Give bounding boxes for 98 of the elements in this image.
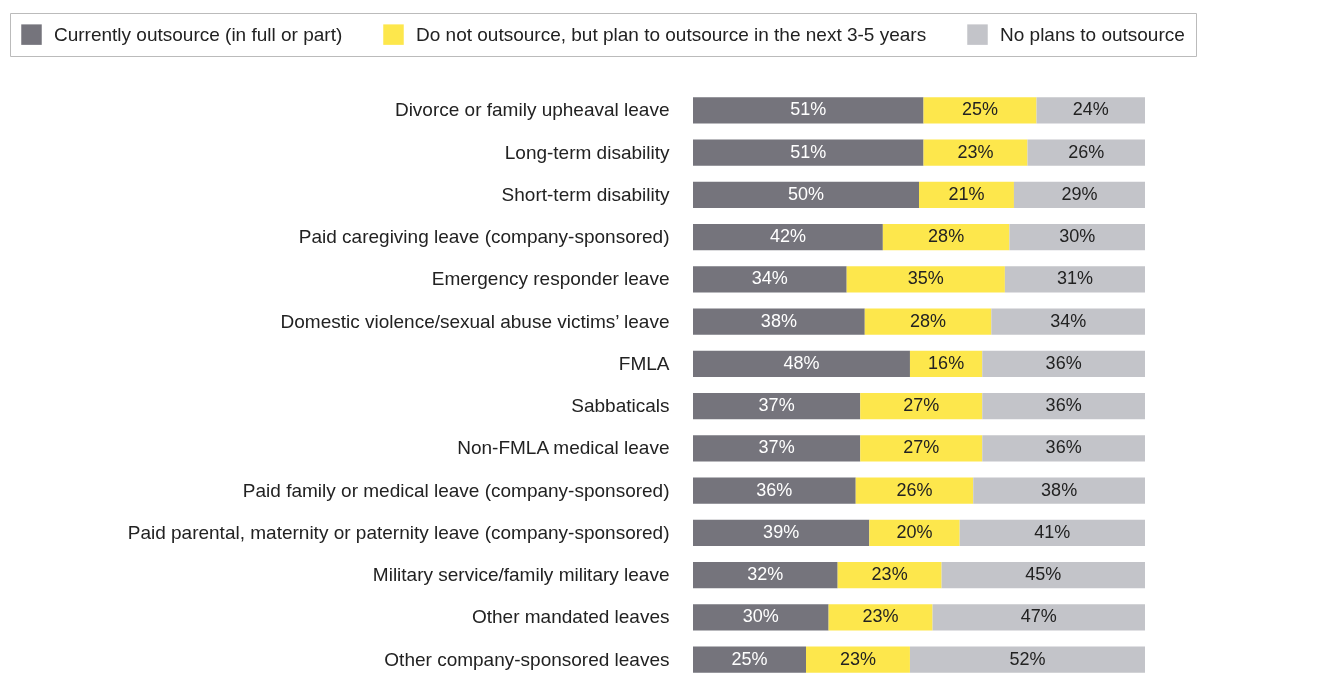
- bar: [991, 308, 1145, 335]
- data-label: 30%: [1059, 226, 1096, 247]
- bar: [882, 224, 1010, 251]
- data-label: 26%: [896, 479, 933, 500]
- y-tick-label: Divorce or family upheaval leave: [394, 99, 670, 121]
- y-tick-label: Other mandated leaves: [471, 606, 670, 628]
- bar: [932, 604, 1145, 631]
- bar: [923, 139, 1028, 166]
- y-tick-label: Sabbaticals: [571, 395, 670, 417]
- bar: [919, 181, 1014, 208]
- data-label: 23%: [862, 606, 899, 627]
- bar: [864, 308, 992, 335]
- bar: [693, 435, 861, 462]
- y-tick-label: Paid family or medical leave (company-sponsored): [242, 479, 670, 501]
- y-tick-label: Domestic violence/sexual abuse victims’ leave: [280, 310, 670, 332]
- bar: [982, 393, 1145, 420]
- bar: [693, 181, 919, 208]
- bar: [693, 562, 838, 589]
- legend-label: Do not outsource, but plan to outsource in the next 3-5 years: [416, 23, 927, 45]
- bar: [1036, 97, 1145, 124]
- bar: [693, 308, 865, 335]
- bar: [693, 97, 924, 124]
- data-label: 38%: [1041, 479, 1078, 500]
- data-label: 52%: [1009, 648, 1046, 669]
- data-label: 25%: [731, 648, 768, 669]
- data-label: 28%: [910, 310, 947, 331]
- data-label: 32%: [747, 564, 784, 585]
- bar: [1004, 266, 1145, 293]
- data-label: 28%: [928, 226, 965, 247]
- data-label: 47%: [1020, 606, 1057, 627]
- bar: [846, 266, 1005, 293]
- data-label: 51%: [790, 141, 827, 162]
- bar: [1027, 139, 1145, 166]
- bar: [693, 350, 910, 377]
- data-label: 48%: [783, 352, 820, 373]
- bar: [923, 97, 1037, 124]
- bar: [1013, 181, 1145, 208]
- y-tick-label: Short-term disability: [501, 183, 670, 205]
- data-label: 34%: [751, 268, 788, 289]
- data-label: 16%: [928, 352, 965, 373]
- data-label: 37%: [758, 395, 795, 416]
- data-label: 23%: [871, 564, 908, 585]
- data-label: 23%: [957, 141, 994, 162]
- data-label: 36%: [756, 479, 793, 500]
- bar: [855, 477, 974, 504]
- bar: [693, 646, 806, 673]
- bar: [982, 435, 1145, 462]
- bar: [693, 224, 883, 251]
- y-tick-label: Paid caregiving leave (company-sponsored): [298, 226, 670, 248]
- bar: [693, 393, 861, 420]
- legend-label: Currently outsource (in full or part): [54, 23, 343, 45]
- data-label: 35%: [907, 268, 944, 289]
- bar: [693, 519, 870, 546]
- data-label: 42%: [769, 226, 806, 247]
- data-label: 41%: [1034, 521, 1071, 542]
- data-label: 26%: [1068, 141, 1105, 162]
- data-label: 37%: [758, 437, 795, 458]
- data-label: 51%: [790, 99, 827, 120]
- bar: [693, 604, 829, 631]
- y-tick-label: Emergency responder leave: [431, 268, 670, 290]
- bar: [1009, 224, 1145, 251]
- data-label: 34%: [1050, 310, 1087, 331]
- bar: [837, 562, 942, 589]
- y-tick-label: Other company-sponsored leaves: [384, 648, 670, 670]
- bar: [693, 266, 847, 293]
- bar: [909, 646, 1145, 673]
- y-tick-label: Long-term disability: [504, 141, 670, 163]
- legend-label: No plans to outsource: [1000, 23, 1185, 45]
- y-tick-label: Military service/family military leave: [372, 564, 670, 586]
- bar: [693, 139, 924, 166]
- data-label: 29%: [1061, 183, 1098, 204]
- data-label: 25%: [962, 99, 999, 120]
- bar: [860, 435, 983, 462]
- bar: [860, 393, 983, 420]
- bar: [982, 350, 1145, 377]
- data-label: 23%: [839, 648, 876, 669]
- bar: [693, 477, 856, 504]
- data-label: 36%: [1045, 437, 1082, 458]
- y-tick-label: Non-FMLA medical leave: [457, 437, 670, 459]
- y-tick-label: FMLA: [618, 352, 670, 374]
- data-label: 38%: [760, 310, 797, 331]
- data-label: 24%: [1072, 99, 1109, 120]
- data-label: 27%: [903, 395, 940, 416]
- data-label: 20%: [896, 521, 933, 542]
- data-label: 45%: [1025, 564, 1062, 585]
- data-label: 31%: [1056, 268, 1093, 289]
- y-tick-label: Paid parental, maternity or paternity leave (company-sponsored): [127, 521, 670, 543]
- data-label: 36%: [1045, 352, 1082, 373]
- data-label: 50%: [787, 183, 825, 204]
- data-label: 30%: [742, 606, 779, 627]
- data-label: 39%: [763, 521, 800, 542]
- data-label: 21%: [948, 183, 985, 204]
- bar: [973, 477, 1145, 504]
- data-label: 36%: [1045, 395, 1082, 416]
- bar: [959, 519, 1145, 546]
- bar: [828, 604, 933, 631]
- bar: [941, 562, 1145, 589]
- data-label: 27%: [903, 437, 940, 458]
